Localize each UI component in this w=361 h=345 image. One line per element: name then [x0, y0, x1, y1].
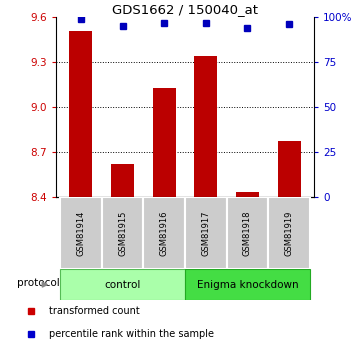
Bar — [60, 269, 185, 300]
Bar — [111, 164, 134, 197]
Text: control: control — [104, 280, 141, 289]
Text: GSM81916: GSM81916 — [160, 210, 169, 256]
Bar — [278, 141, 301, 197]
Bar — [185, 197, 227, 269]
Text: protocol: protocol — [17, 278, 60, 288]
Text: transformed count: transformed count — [49, 306, 140, 316]
Text: GSM81917: GSM81917 — [201, 210, 210, 256]
Bar — [236, 192, 259, 197]
Bar — [185, 269, 310, 300]
Bar — [194, 56, 217, 197]
Bar — [60, 197, 102, 269]
Bar — [102, 197, 143, 269]
Bar — [153, 88, 176, 197]
Bar — [227, 197, 268, 269]
Title: GDS1662 / 150040_at: GDS1662 / 150040_at — [112, 3, 258, 16]
Text: GSM81918: GSM81918 — [243, 210, 252, 256]
Bar — [143, 197, 185, 269]
Text: GSM81915: GSM81915 — [118, 210, 127, 256]
Text: GSM81919: GSM81919 — [284, 210, 293, 256]
Bar — [268, 197, 310, 269]
Text: Enigma knockdown: Enigma knockdown — [197, 280, 298, 289]
Text: percentile rank within the sample: percentile rank within the sample — [49, 329, 214, 339]
Bar — [69, 31, 92, 197]
Text: GSM81914: GSM81914 — [77, 210, 86, 256]
